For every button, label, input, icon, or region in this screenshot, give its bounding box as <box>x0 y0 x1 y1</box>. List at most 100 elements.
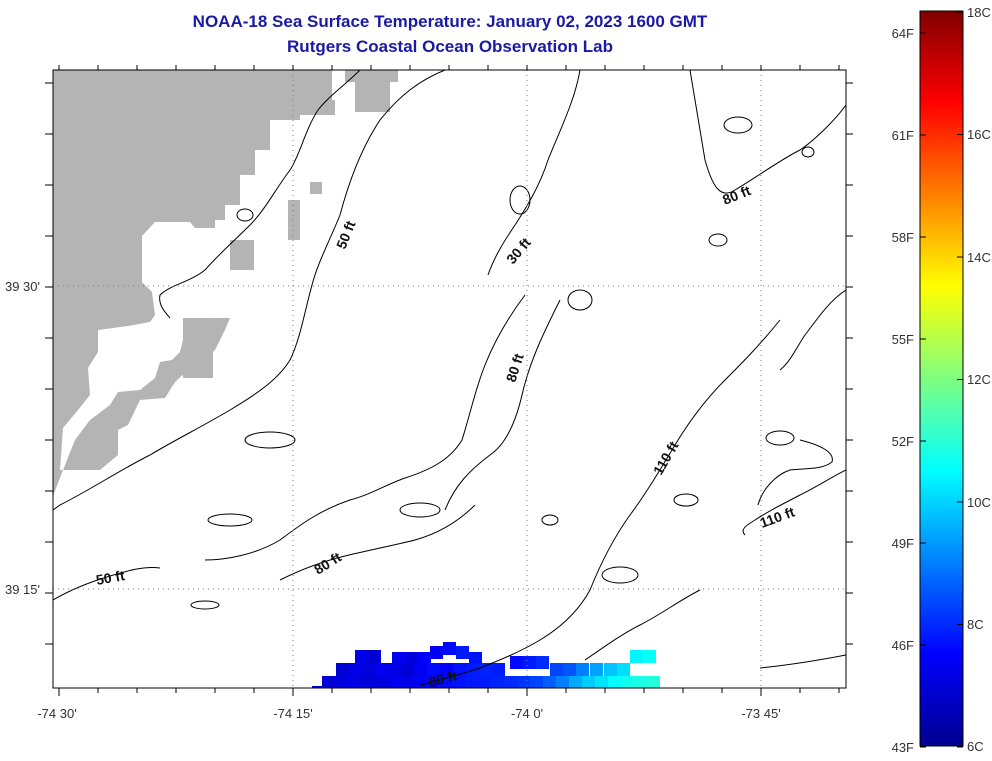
sst-pixel <box>492 663 505 676</box>
colorbar-c-label: 8C <box>967 617 984 632</box>
colorbar-f-label: 46F <box>892 638 914 653</box>
sst-pixel <box>401 663 414 676</box>
sst-pixel <box>322 676 335 688</box>
contour-110ft-main <box>419 319 781 686</box>
sst-pixel <box>617 663 630 676</box>
sst-pixel <box>543 676 556 688</box>
sst-pixel <box>413 676 426 688</box>
sst-pixel <box>361 676 374 688</box>
contour-inner-east <box>779 289 846 371</box>
lon-tick-label: -74 15' <box>273 706 312 721</box>
map-subtitle: Rutgers Coastal Ocean Observation Lab <box>287 37 613 56</box>
colorbar-ticks <box>920 11 963 748</box>
sst-pixel <box>530 676 543 688</box>
contour-30ft-ridge <box>487 70 581 276</box>
sst-pixel <box>595 676 608 688</box>
contour-shoal-10 <box>244 431 296 449</box>
sst-pixel <box>377 686 390 688</box>
sst-pixel <box>405 652 418 665</box>
land-mask <box>53 70 398 496</box>
contour-50ft <box>159 70 361 319</box>
sst-pixel <box>418 652 431 665</box>
contour-shoal-4 <box>765 430 795 446</box>
contour-80ft-north <box>689 70 846 194</box>
sst-pixel <box>465 676 478 688</box>
colorbar-f-label: 52F <box>892 434 914 449</box>
contour-110ft-east <box>742 469 846 536</box>
sst-pixel <box>338 686 351 688</box>
sst-pixel <box>453 663 466 676</box>
bathymetry-contours <box>53 70 846 686</box>
sst-pixel <box>479 663 492 676</box>
contour-110ft-bay <box>757 439 833 506</box>
contour-shoal-5 <box>673 493 699 507</box>
contour-80ft-south <box>279 504 476 581</box>
colorbar-c-label: 14C <box>967 250 991 265</box>
sst-pixel <box>478 676 491 688</box>
colorbar-f-label: 58F <box>892 230 914 245</box>
colorbar-c-label: 16C <box>967 127 991 142</box>
sst-pixel <box>510 656 523 669</box>
frame-ticks <box>45 65 853 696</box>
sst-pixel <box>362 663 375 676</box>
colorbar-f-label: 61F <box>892 128 914 143</box>
lon-tick-label: -74 30' <box>37 706 76 721</box>
sst-pixel <box>647 676 660 688</box>
sst-pixel <box>335 676 348 688</box>
sst-pixel <box>621 676 634 688</box>
colorbar-f-label: 43F <box>892 740 914 755</box>
sst-pixel <box>312 686 325 688</box>
sst-pixel <box>576 663 589 676</box>
sst-pixel <box>374 676 387 688</box>
sst-pixel <box>456 646 469 659</box>
land-new-jersey <box>53 70 332 480</box>
contour-50ft-south <box>53 567 161 601</box>
sst-pixel <box>403 686 416 688</box>
sst-pixel <box>452 676 465 688</box>
contour-shoal-13 <box>541 514 559 526</box>
colorbar-c-label: 12C <box>967 372 991 387</box>
sst-pixel <box>387 676 400 688</box>
map-title: NOAA-18 Sea Surface Temperature: January… <box>192 12 708 31</box>
contour-shoal-7 <box>601 566 639 584</box>
sst-pixel <box>550 663 563 676</box>
sst-pixel <box>491 676 504 688</box>
contour-50ft-outer <box>53 70 446 511</box>
sst-pixel <box>608 676 621 688</box>
sst-pixel <box>536 656 549 669</box>
colorbar-c-label: 6C <box>967 739 984 754</box>
sst-pixel <box>325 686 338 688</box>
sst-pixel <box>430 646 443 659</box>
sst-pixel <box>504 676 517 688</box>
contour-shoal-9 <box>509 185 531 215</box>
contour-shoal-3 <box>801 146 815 158</box>
sst-pixel <box>400 676 413 688</box>
sst-pixel <box>443 642 456 655</box>
contour-shoal-6 <box>190 600 220 610</box>
contour-southern-ridge <box>584 589 701 661</box>
colorbar-c-label: 10C <box>967 495 991 510</box>
sst-pixel <box>368 650 381 663</box>
contour-shoal-11 <box>399 502 441 518</box>
sst-pixel <box>364 686 377 688</box>
sst-pixel-layer <box>312 642 660 688</box>
contour-label: 80 ft <box>427 667 459 690</box>
contour-shoal-2 <box>708 233 728 247</box>
sst-pixel <box>375 663 388 676</box>
sst-pixel <box>351 686 364 688</box>
sst-pixel <box>414 663 427 676</box>
lon-tick-label: -74 0' <box>511 706 543 721</box>
sst-pixel <box>392 652 405 665</box>
sst-pixel <box>466 663 479 676</box>
sst-pixel <box>630 650 643 663</box>
sst-pixel <box>336 663 349 676</box>
sst-pixel <box>349 663 362 676</box>
sst-pixel <box>348 676 361 688</box>
lon-axis: -74 30' -74 15' -74 0' -73 45' <box>37 706 780 721</box>
colorbar-celsius: 18C 16C 14C 12C 10C 8C 6C <box>967 5 991 754</box>
sst-pixel <box>604 663 617 676</box>
colorbar-f-label: 55F <box>892 332 914 347</box>
colorbar-f-label: 64F <box>892 26 914 41</box>
contour-80ft-ridge-inner <box>444 299 561 511</box>
